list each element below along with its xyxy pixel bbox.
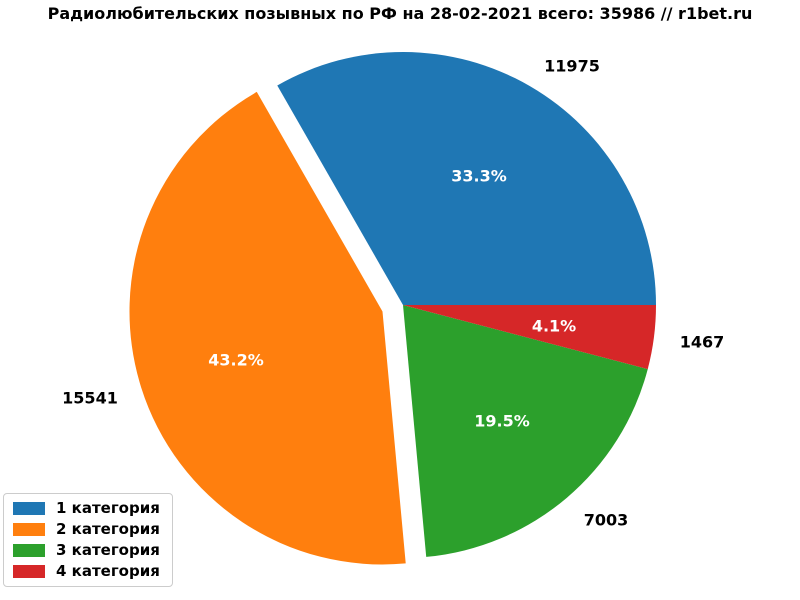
legend-swatch-category-4-icon xyxy=(13,565,45,578)
legend-label-category-1: 1 категория xyxy=(56,499,160,517)
legend-item-category-3: 3 категория xyxy=(13,541,160,559)
legend-swatch-category-3-icon xyxy=(13,544,45,557)
legend-item-category-2: 2 категория xyxy=(13,520,160,538)
value-label-category-2: 15541 xyxy=(62,388,118,408)
legend-swatch-category-2-icon xyxy=(13,523,45,536)
pct-label-category-3: 19.5% xyxy=(474,411,530,431)
legend-label-category-2: 2 категория xyxy=(56,520,160,538)
legend-item-category-4: 4 категория xyxy=(13,562,160,580)
pct-label-category-1: 33.3% xyxy=(451,166,507,186)
pie-slice-category-4 xyxy=(403,305,657,370)
legend-item-category-1: 1 категория xyxy=(13,499,160,517)
value-label-category-1: 11975 xyxy=(544,56,600,76)
chart-title: Радиолюбительских позывных по РФ на 28-0… xyxy=(47,4,753,23)
value-label-category-4: 1467 xyxy=(679,332,725,352)
pie-slice-category-3 xyxy=(403,305,648,557)
legend-swatch-category-1-icon xyxy=(13,502,45,515)
legend-label-category-4: 4 категория xyxy=(56,562,160,580)
pct-label-category-4: 4.1% xyxy=(531,316,577,336)
pct-label-category-2: 43.2% xyxy=(208,350,264,370)
legend-label-category-3: 3 категория xyxy=(56,541,160,559)
pie-slice-category-2 xyxy=(129,91,406,565)
pie-slice-category-1 xyxy=(277,52,656,305)
legend: 1 категория 2 категория 3 категория 4 ка… xyxy=(3,493,173,587)
value-label-category-3: 7003 xyxy=(583,510,629,530)
